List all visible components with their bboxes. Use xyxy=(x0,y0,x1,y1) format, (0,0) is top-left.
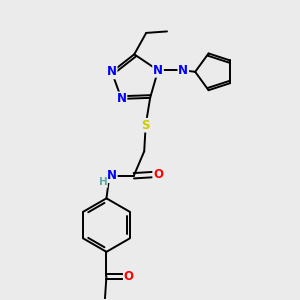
Text: N: N xyxy=(107,65,117,78)
Text: H: H xyxy=(98,177,107,187)
Text: N: N xyxy=(107,169,117,182)
Text: O: O xyxy=(153,168,163,181)
Text: N: N xyxy=(178,64,188,77)
Text: S: S xyxy=(141,119,150,132)
Text: N: N xyxy=(153,64,163,77)
Text: O: O xyxy=(124,270,134,283)
Text: N: N xyxy=(116,92,127,105)
